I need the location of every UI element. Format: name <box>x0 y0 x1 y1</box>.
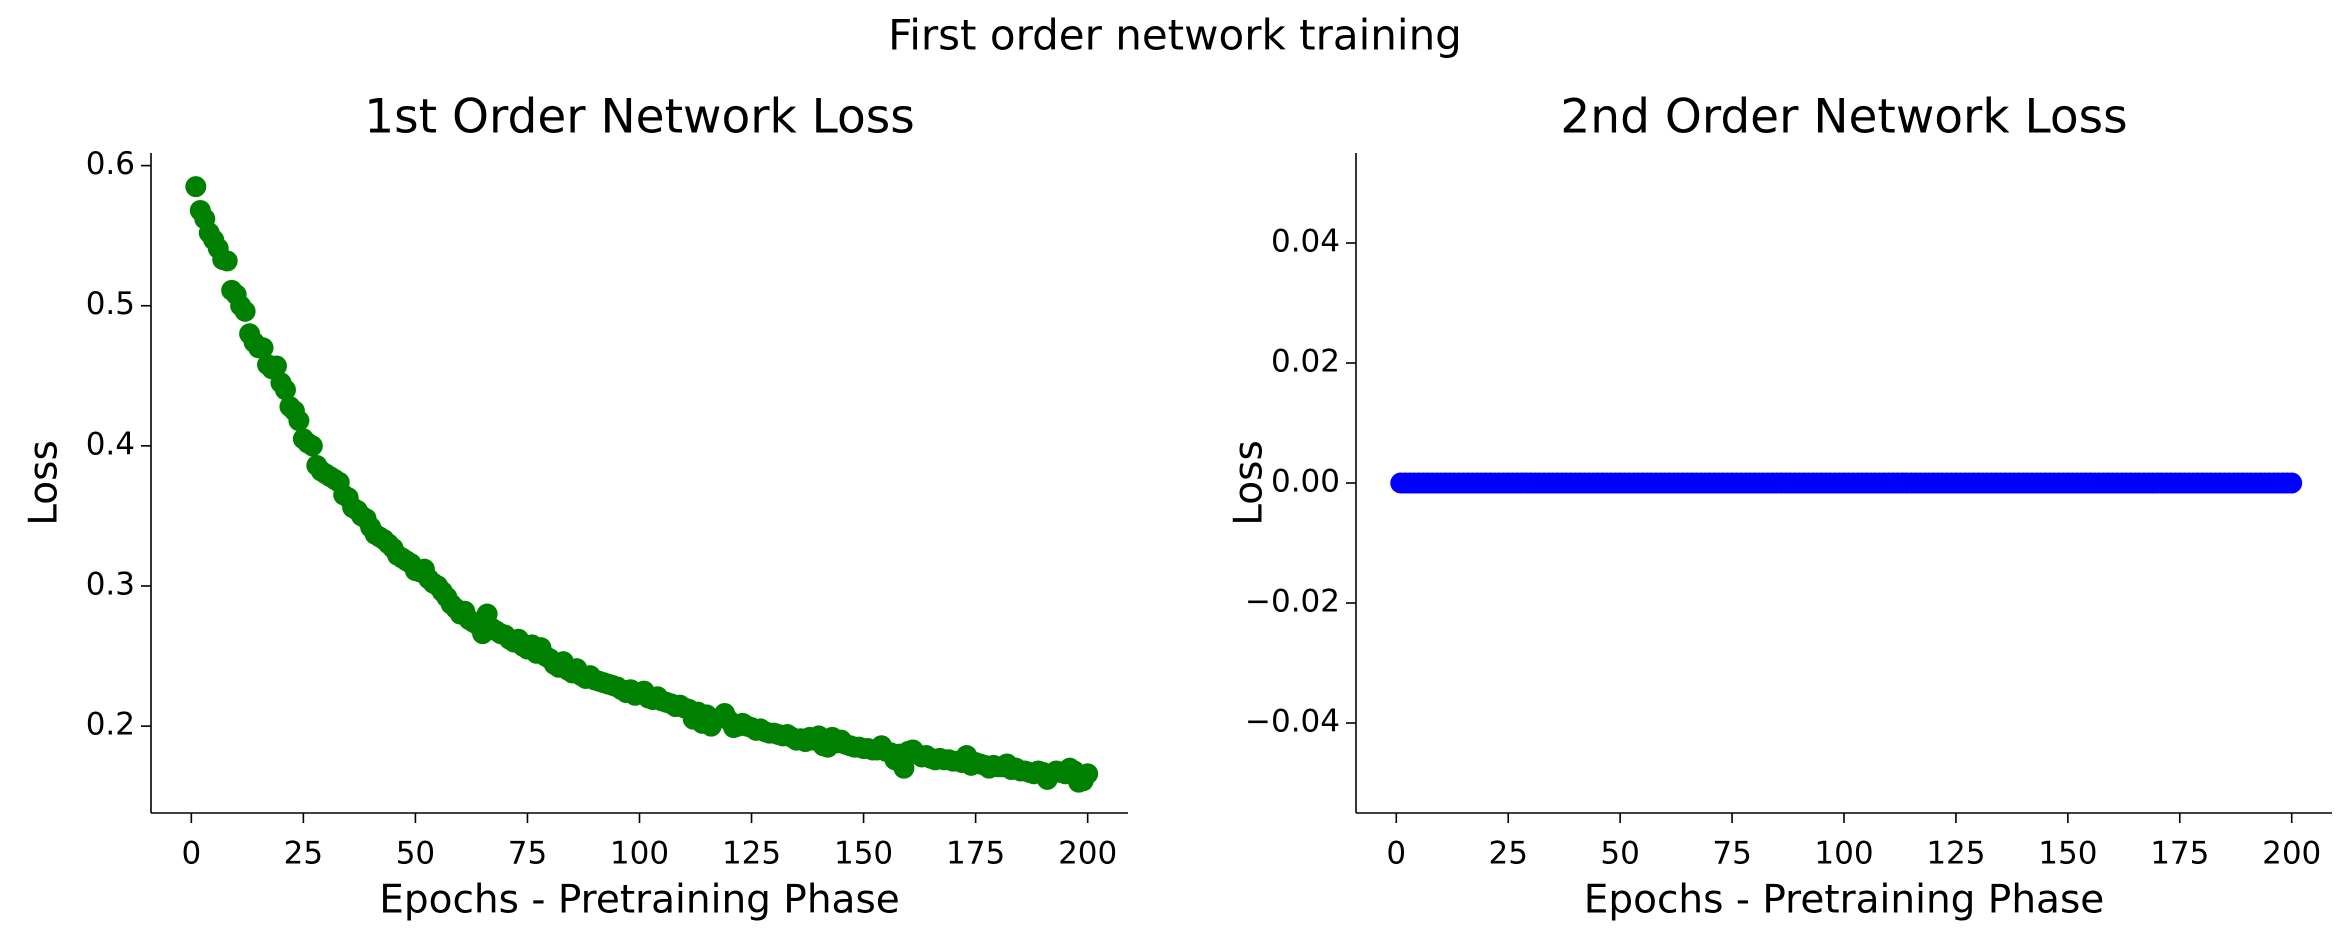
y-tick-label: −0.04 <box>1245 704 1340 740</box>
point <box>2281 472 2303 494</box>
point <box>252 337 274 359</box>
x-tick-label: 100 <box>1814 836 1873 872</box>
x-axis-label: Epochs - Pretraining Phase <box>1584 878 2105 923</box>
x-tick-label: 200 <box>2262 836 2321 872</box>
y-tick-label: 0.2 <box>86 707 135 743</box>
x-tick-label: 100 <box>610 836 669 872</box>
panel-title: 1st Order Network Loss <box>364 90 915 145</box>
x-tick-label: 25 <box>284 836 323 872</box>
x-tick-label: 125 <box>722 836 781 872</box>
point <box>893 757 915 779</box>
x-tick-label: 75 <box>1712 836 1751 872</box>
point <box>274 379 296 401</box>
x-axis-label: Epochs - Pretraining Phase <box>379 878 900 923</box>
y-axis-label: Loss <box>22 440 67 526</box>
point <box>234 300 256 322</box>
panel: 1st Order Network Loss 0.2 0.3 0.4 0.5 0.6 0 25… <box>22 90 1128 923</box>
y-tick-label: 0.5 <box>86 286 135 322</box>
x-tick-label: 0 <box>181 836 201 872</box>
x-tick-label: 50 <box>1600 836 1639 872</box>
panel-title: 2nd Order Network Loss <box>1560 90 2127 145</box>
x-tick-label: 25 <box>1488 836 1527 872</box>
panel: 2nd Order Network Loss −0.04 −0.02 0.00 0.02… <box>1227 90 2332 923</box>
y-tick-label: 0.6 <box>86 146 135 182</box>
x-tick-label: 50 <box>396 836 435 872</box>
x-tick-label: 75 <box>508 836 547 872</box>
x-tick-label: 150 <box>2038 836 2097 872</box>
y-axis-label: Loss <box>1227 440 1272 526</box>
point <box>288 410 310 432</box>
y-tick-label: 0.4 <box>86 426 135 462</box>
point <box>301 435 323 457</box>
y-tick-label: 0.02 <box>1271 344 1340 380</box>
x-tick-label: 175 <box>2150 836 2209 872</box>
y-tick-label: 0.04 <box>1271 224 1340 260</box>
point <box>1077 763 1099 785</box>
figure-title: First order network training <box>888 11 1462 60</box>
x-tick-label: 0 <box>1386 836 1406 872</box>
point <box>185 176 207 198</box>
x-tick-label: 150 <box>834 836 893 872</box>
point <box>216 250 238 272</box>
y-tick-label: −0.02 <box>1245 584 1340 620</box>
point <box>265 355 287 377</box>
y-tick-label: 0.00 <box>1271 464 1340 500</box>
y-tick-label: 0.3 <box>86 566 135 602</box>
x-tick-label: 125 <box>1926 836 1985 872</box>
x-tick-label: 175 <box>946 836 1005 872</box>
x-tick-label: 200 <box>1058 836 1117 872</box>
